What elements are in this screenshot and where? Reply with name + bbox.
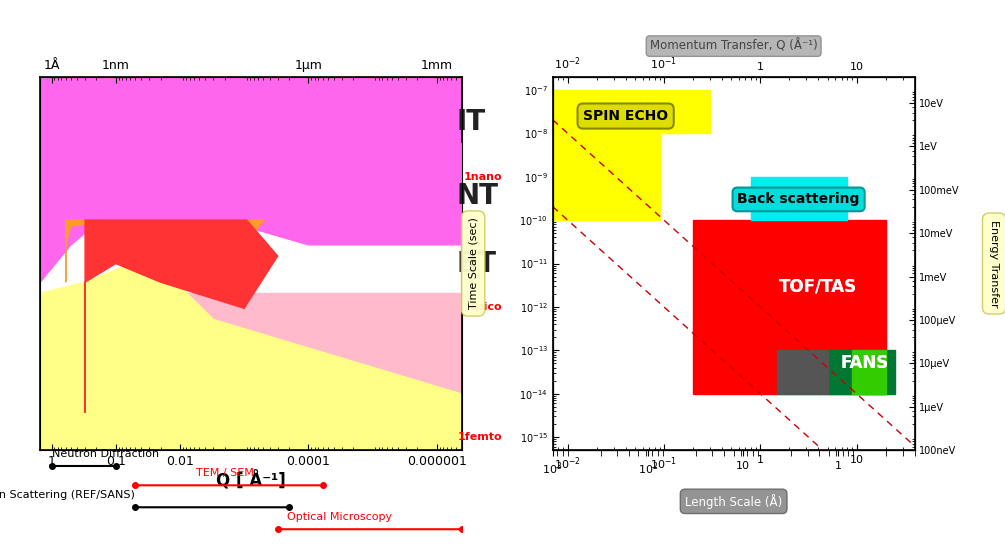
Text: SPIN ECHO: SPIN ECHO xyxy=(583,109,668,123)
Text: 1pico: 1pico xyxy=(468,302,502,312)
Polygon shape xyxy=(40,77,462,450)
X-axis label: Momentum Transfer, Q (Å⁻¹): Momentum Transfer, Q (Å⁻¹) xyxy=(650,40,817,53)
Text: Neutron Scattering (REF/SANS): Neutron Scattering (REF/SANS) xyxy=(0,490,135,500)
Text: TOF/TAS: TOF/TAS xyxy=(779,277,857,295)
Text: TEM / SEM: TEM / SEM xyxy=(196,468,253,478)
Polygon shape xyxy=(40,77,462,219)
Text: NT: NT xyxy=(456,182,498,210)
Text: Time Scale (sec): Time Scale (sec) xyxy=(468,217,478,310)
Polygon shape xyxy=(553,90,710,220)
Text: TOF/TAS: TOF/TAS xyxy=(779,277,857,295)
Polygon shape xyxy=(65,107,289,282)
X-axis label: Q [ Å⁻¹]: Q [ Å⁻¹] xyxy=(216,471,286,490)
Polygon shape xyxy=(85,181,277,413)
Polygon shape xyxy=(40,256,462,450)
Text: FANS: FANS xyxy=(840,355,888,372)
Text: Neutron Diffraction: Neutron Diffraction xyxy=(51,449,159,459)
Polygon shape xyxy=(40,293,462,450)
Text: BT: BT xyxy=(456,249,496,278)
Text: 1femto: 1femto xyxy=(457,432,502,442)
Polygon shape xyxy=(751,177,847,220)
Text: FANS: FANS xyxy=(840,355,888,372)
Text: Back scattering: Back scattering xyxy=(738,192,860,206)
Text: Energy Transfer: Energy Transfer xyxy=(989,220,999,307)
Polygon shape xyxy=(827,350,894,394)
Text: Optical Microscopy: Optical Microscopy xyxy=(286,512,392,522)
Text: 1nano: 1nano xyxy=(463,172,502,182)
Polygon shape xyxy=(693,220,885,394)
Text: IT: IT xyxy=(456,108,485,136)
Polygon shape xyxy=(852,350,885,394)
Polygon shape xyxy=(777,350,827,394)
X-axis label: Length Scale (Å): Length Scale (Å) xyxy=(685,494,782,509)
